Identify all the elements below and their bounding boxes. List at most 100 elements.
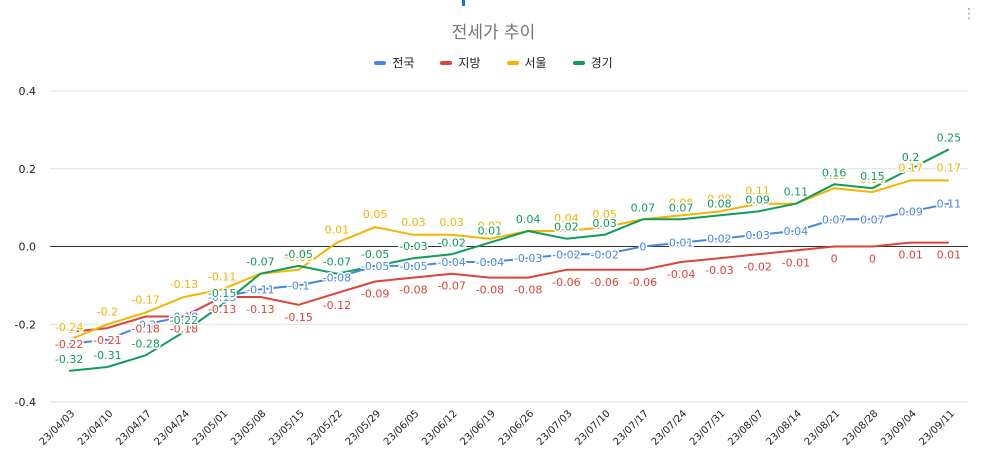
legend-item-nationwide[interactable]: 전국 — [374, 54, 414, 71]
data-label: 0.11 — [745, 185, 770, 198]
data-label: 0.25 — [937, 131, 962, 144]
data-label: 0.01 — [478, 225, 503, 238]
data-label: -0.32 — [55, 353, 83, 366]
data-label: -0.15 — [208, 287, 236, 300]
data-label: 0.17 — [898, 161, 923, 174]
data-label: 0.04 — [784, 225, 809, 238]
data-label: 0.01 — [898, 249, 923, 262]
data-label: -0.07 — [437, 280, 465, 293]
x-tick-label: 23/05/08 — [229, 408, 269, 448]
data-label: -0.11 — [208, 270, 236, 283]
data-label: -0.03 — [514, 252, 542, 265]
data-label: 0.09 — [898, 206, 923, 219]
data-label: 0.08 — [707, 197, 732, 210]
data-label: -0.1 — [288, 279, 309, 292]
data-label: 0.04 — [516, 213, 541, 226]
x-tick-label: 23/09/04 — [879, 408, 919, 448]
x-tick-label: 23/04/03 — [38, 408, 78, 448]
data-label: -0.09 — [361, 287, 389, 300]
data-label: 0 — [869, 253, 876, 266]
x-tick-label: 23/08/28 — [841, 408, 881, 448]
data-label: -0.06 — [552, 276, 580, 289]
data-label: 0.04 — [516, 212, 541, 225]
y-tick-label: -0.2 — [15, 318, 36, 331]
legend-swatch-gyeonggi — [572, 60, 585, 65]
data-label: -0.11 — [246, 283, 274, 296]
x-tick-label: 23/05/01 — [191, 408, 231, 448]
data-label: -0.31 — [93, 349, 121, 362]
x-tick-label: 23/07/24 — [650, 408, 690, 448]
x-tick-label: 23/07/03 — [535, 408, 575, 448]
data-label: 0.02 — [707, 233, 732, 246]
x-tick-label: 23/04/17 — [114, 408, 154, 448]
data-label: -0.13 — [170, 278, 198, 291]
x-tick-label: 23/06/12 — [420, 408, 460, 448]
y-tick-label: 0.4 — [19, 85, 37, 98]
data-label: 0.08 — [669, 196, 694, 209]
data-label: 0.11 — [784, 186, 809, 199]
x-tick-label: 23/08/07 — [726, 408, 766, 448]
data-label: 0.17 — [937, 161, 962, 174]
data-label: 0.2 — [902, 151, 920, 164]
data-label: 0.07 — [669, 201, 694, 214]
legend-item-regional[interactable]: 지방 — [440, 54, 481, 71]
y-tick-label: -0.4 — [15, 396, 36, 409]
data-label: 0.05 — [592, 208, 617, 221]
legend-swatch-nationwide — [374, 60, 387, 65]
x-tick-label: 23/05/29 — [344, 408, 384, 448]
data-label: 0.04 — [554, 212, 579, 225]
x-tick-label: 23/04/24 — [152, 408, 192, 448]
legend-item-gyeonggi[interactable]: 경기 — [572, 54, 613, 71]
data-label: -0.22 — [170, 314, 198, 327]
legend-label-nationwide: 전국 — [392, 56, 415, 70]
x-tick-label: 23/06/05 — [382, 408, 422, 448]
data-label: -0.13 — [246, 303, 274, 316]
data-label: 0.01 — [937, 249, 962, 262]
data-label: 0.11 — [784, 185, 809, 198]
data-label: 0.07 — [631, 200, 656, 213]
legend-label-gyeonggi: 경기 — [590, 56, 613, 70]
data-label: -0.04 — [667, 268, 695, 281]
data-label: -0.04 — [476, 256, 504, 269]
data-label: 0.07 — [860, 213, 885, 226]
data-label: -0.2 — [135, 318, 156, 331]
x-tick-label: 23/07/10 — [573, 408, 613, 448]
legend-label-seoul: 서울 — [524, 56, 547, 70]
data-label: -0.06 — [284, 251, 312, 264]
x-tick-label: 23/05/15 — [267, 408, 307, 448]
data-label: -0.25 — [55, 338, 83, 351]
data-label: 0.01 — [669, 237, 694, 250]
x-tick-label: 23/07/17 — [611, 408, 651, 448]
data-label: 0.14 — [860, 173, 885, 186]
x-tick-label: 23/05/22 — [305, 408, 345, 448]
y-tick-label: 0.0 — [19, 241, 37, 254]
data-label: 0.03 — [401, 216, 426, 229]
more-vert-icon[interactable]: ⋮ — [962, 6, 976, 22]
legend: 전국 지방 서울 경기 — [0, 54, 987, 71]
data-label: -0.13 — [208, 303, 236, 316]
legend-item-seoul[interactable]: 서울 — [506, 54, 547, 71]
x-tick-label: 23/06/26 — [497, 408, 537, 448]
data-label: 0.03 — [592, 217, 617, 230]
data-label: -0.15 — [284, 311, 312, 324]
data-label: -0.02 — [437, 236, 465, 249]
data-label: -0.18 — [131, 322, 159, 335]
data-label: 0.05 — [363, 208, 388, 221]
data-label: -0.02 — [743, 260, 771, 273]
data-label: -0.07 — [246, 256, 274, 269]
data-label: -0.18 — [170, 322, 198, 335]
data-label: 0.11 — [937, 198, 962, 211]
data-label: -0.22 — [55, 338, 83, 351]
data-label: 0.03 — [439, 216, 464, 229]
data-label: -0.06 — [629, 276, 657, 289]
data-label: 0.02 — [554, 221, 579, 234]
data-label: -0.07 — [246, 255, 274, 268]
x-tick-label: 23/08/14 — [764, 408, 804, 448]
x-tick-label: 23/07/31 — [688, 408, 728, 448]
data-label: -0.02 — [590, 248, 618, 261]
data-label: -0.02 — [552, 248, 580, 261]
data-label: 0.09 — [745, 194, 770, 207]
data-label: -0.2 — [97, 305, 118, 318]
